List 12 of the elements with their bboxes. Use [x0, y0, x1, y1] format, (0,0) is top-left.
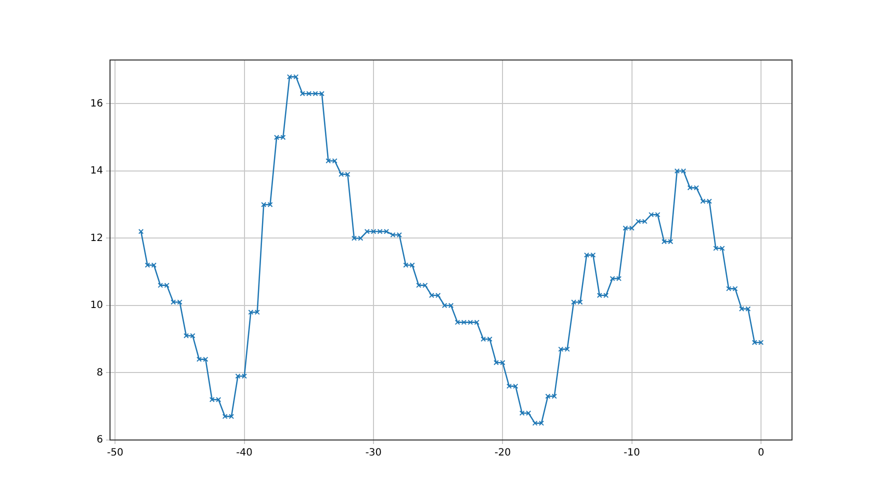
y-tick-label: 14: [90, 166, 103, 177]
x-tick-label: -20: [494, 448, 511, 459]
x-tick-label: -30: [365, 448, 382, 459]
x-tick-label: 0: [758, 448, 764, 459]
y-tick-label: 16: [90, 98, 103, 110]
x-tick-label: -10: [624, 448, 640, 459]
y-tick-label: 12: [90, 232, 103, 244]
x-tick-label: -40: [236, 448, 253, 459]
y-tick-label: 6: [96, 434, 103, 446]
y-tick-label: 8: [96, 367, 103, 378]
y-tick-label: 10: [90, 300, 103, 312]
x-tick-label: -50: [106, 448, 124, 459]
